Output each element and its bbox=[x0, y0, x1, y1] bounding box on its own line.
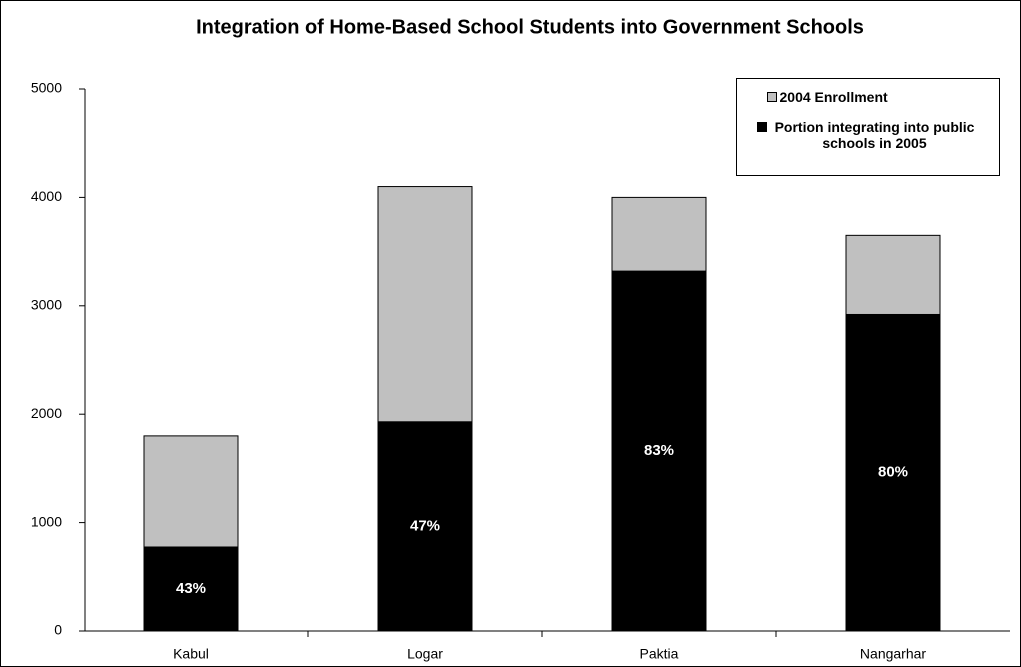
percent-label: 83% bbox=[644, 442, 674, 459]
y-tick-label: 0 bbox=[54, 622, 62, 638]
x-tick-label: Nangarhar bbox=[860, 646, 926, 662]
y-tick-label: 2000 bbox=[31, 405, 62, 421]
x-tick-label: Paktia bbox=[640, 646, 679, 662]
bar bbox=[845, 313, 941, 632]
legend-swatch bbox=[756, 122, 767, 132]
bar bbox=[377, 421, 473, 632]
legend-label: 2004 Enrollment bbox=[779, 89, 888, 105]
x-tick-label: Logar bbox=[407, 646, 443, 662]
x-tick-label: Kabul bbox=[173, 646, 209, 662]
legend: 2004 Enrollment Portion integrating into … bbox=[736, 78, 1000, 176]
bar bbox=[143, 546, 239, 632]
y-tick-label: 4000 bbox=[31, 188, 62, 204]
chart-title: Integration of Home-Based School Student… bbox=[196, 16, 864, 38]
y-tick-label: 5000 bbox=[31, 80, 62, 96]
bar bbox=[611, 270, 707, 632]
y-tick-label: 3000 bbox=[31, 297, 62, 313]
percent-label: 47% bbox=[410, 517, 440, 534]
y-tick-label: 1000 bbox=[31, 513, 62, 529]
percent-label: 43% bbox=[176, 580, 206, 597]
legend-label: Portion integrating into public schools … bbox=[774, 119, 975, 151]
legend-entry: 2004 Enrollment bbox=[737, 89, 999, 105]
legend-entry: Portion integrating into public schools … bbox=[737, 119, 999, 151]
percent-label: 80% bbox=[878, 464, 908, 481]
legend-swatch bbox=[766, 92, 777, 102]
